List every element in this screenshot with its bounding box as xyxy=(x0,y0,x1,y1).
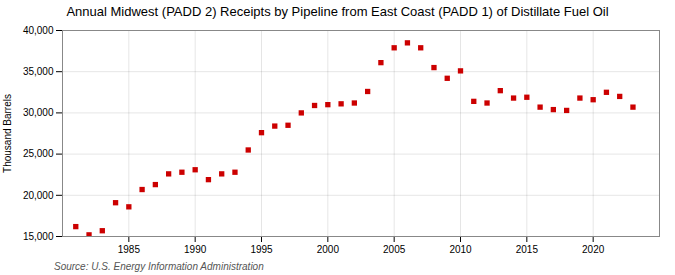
html-text:Annual Midwest (PADD 2) Receip: Annual Midwest (PADD 2) Receipts by Pipe… xyxy=(66,4,609,19)
svg-text:1990: 1990 xyxy=(184,244,207,255)
svg-text:40,000: 40,000 xyxy=(23,25,54,36)
svg-text:2015: 2015 xyxy=(516,244,539,255)
svg-text:Thousand Barrels: Thousand Barrels xyxy=(2,94,13,173)
svg-text:25,000: 25,000 xyxy=(23,148,54,159)
svg-text:20,000: 20,000 xyxy=(23,190,54,201)
html-text:Source: U.S. Energy Informatio: Source: U.S. Energy Information Administ… xyxy=(54,261,264,272)
svg-text:2010: 2010 xyxy=(449,244,472,255)
svg-text:30,000: 30,000 xyxy=(23,107,54,118)
svg-text:35,000: 35,000 xyxy=(23,66,54,77)
svg-text:2020: 2020 xyxy=(582,244,605,255)
svg-text:1985: 1985 xyxy=(118,244,141,255)
svg-text:1995: 1995 xyxy=(250,244,273,255)
svg-text:2000: 2000 xyxy=(317,244,340,255)
svg-text:2005: 2005 xyxy=(383,244,406,255)
svg-text:15,000: 15,000 xyxy=(23,231,54,242)
